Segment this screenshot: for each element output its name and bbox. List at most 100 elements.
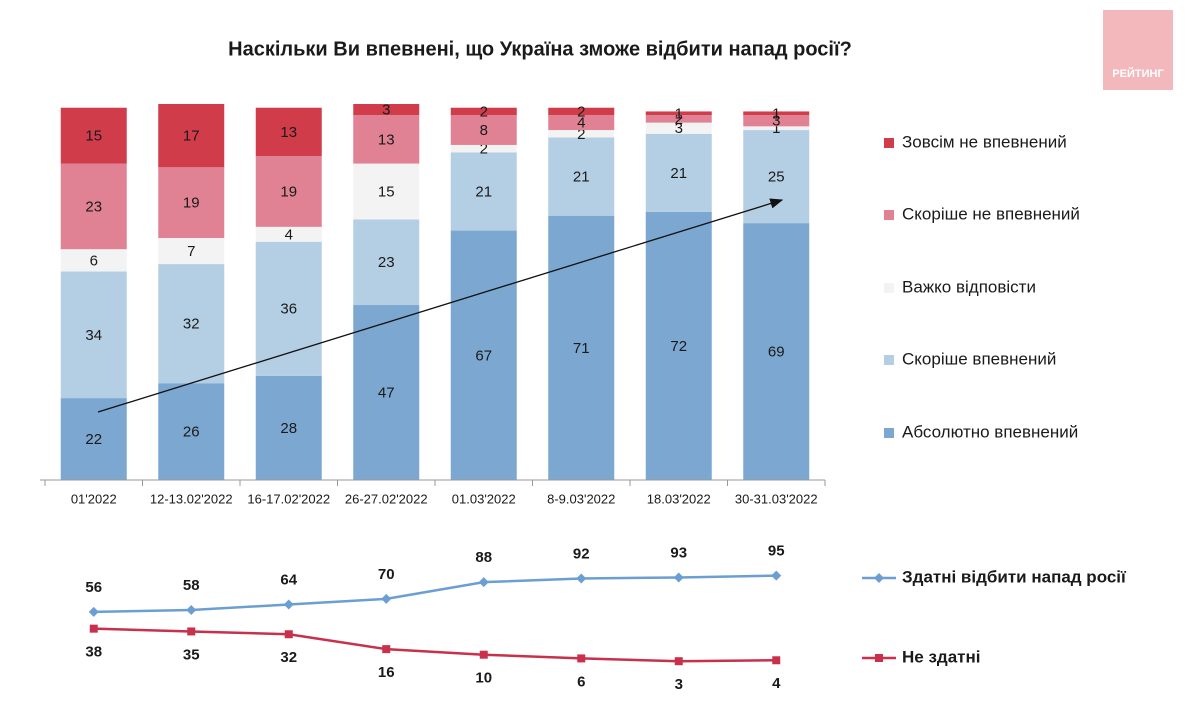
legend-label: Скоріше не впевнений: [902, 204, 1080, 223]
data-label: 10: [475, 670, 492, 687]
data-label: 36: [280, 301, 297, 318]
bar-segment: [255, 375, 322, 480]
x-tick-label: 12-13.02'2022: [150, 491, 233, 506]
data-label: 64: [280, 571, 297, 588]
bar-segment: [645, 133, 712, 212]
line: [93, 627, 777, 663]
bar-segment: [548, 215, 615, 480]
data-label: 67: [475, 347, 492, 364]
data-label: 88: [475, 549, 492, 566]
bar-segment: [548, 130, 615, 138]
data-label: 15: [85, 128, 102, 145]
x-tick-label: 01'2022: [71, 491, 117, 506]
data-label: 15: [378, 183, 395, 200]
data-label: 21: [670, 165, 687, 182]
data-label: 58: [183, 577, 200, 594]
data-label: 71: [573, 340, 590, 357]
bar-segment: [353, 115, 420, 164]
marker: [283, 599, 294, 610]
data-label: 4: [577, 115, 585, 132]
data-label: 2: [480, 103, 488, 120]
data-label: 38: [85, 644, 102, 661]
data-label: 3: [772, 113, 780, 130]
marker: [284, 630, 293, 639]
legend-swatch: [884, 210, 894, 220]
data-label: 1: [675, 105, 683, 122]
data-label: 2: [480, 141, 488, 158]
marker: [478, 577, 489, 588]
data-label: 8: [480, 122, 488, 139]
bar-segment: [450, 152, 517, 231]
data-label: 25: [768, 169, 785, 186]
marker: [772, 656, 781, 665]
bar-segment: [158, 383, 225, 480]
x-tick-label: 30-31.03'2022: [735, 491, 818, 506]
marker: [88, 606, 99, 617]
data-label: 21: [475, 183, 492, 200]
data-label: 56: [85, 579, 102, 596]
x-tick-label: 8-9.03'2022: [547, 491, 615, 506]
x-tick-label: 26-27.02'2022: [345, 491, 428, 506]
legend-swatch: [884, 355, 894, 365]
data-label: 2: [577, 103, 585, 120]
bar-segment: [450, 230, 517, 480]
data-label: 23: [85, 198, 102, 215]
data-label: 35: [183, 646, 200, 663]
legend-label: Не здатні: [902, 647, 980, 666]
data-label: 1: [772, 120, 780, 137]
logo-box: [1103, 10, 1173, 90]
bar-segment: [548, 107, 615, 116]
data-label: 19: [183, 195, 200, 212]
data-label: 23: [378, 254, 395, 271]
data-label: 19: [280, 183, 297, 200]
data-label: 17: [183, 128, 200, 145]
legend-marker: [874, 573, 884, 583]
x-tick-label: 01.03'2022: [452, 491, 516, 506]
bar-segment: [450, 144, 517, 153]
bar-segment: [255, 226, 322, 242]
x-tick-label: 16-17.02'2022: [247, 491, 330, 506]
data-label: 2: [577, 126, 585, 143]
marker: [89, 624, 98, 633]
data-label: 72: [670, 338, 687, 355]
data-label: 26: [183, 424, 200, 441]
bar-segment: [158, 167, 225, 239]
data-label: 1: [772, 105, 780, 122]
bar-segment: [353, 163, 420, 220]
bar-segment: [645, 211, 712, 481]
data-label: 4: [285, 226, 293, 243]
data-label: 3: [382, 102, 390, 119]
bar-segment: [60, 163, 127, 250]
bar-segment: [743, 115, 810, 127]
marker: [674, 657, 683, 666]
legend-swatch: [884, 428, 894, 438]
marker: [381, 593, 392, 604]
marker: [382, 645, 391, 654]
logo: РЕЙТИНГ: [1112, 67, 1164, 80]
bar-segment: [645, 122, 712, 134]
data-label: 13: [280, 124, 297, 141]
legend-swatch: [884, 283, 894, 293]
data-label: 21: [573, 169, 590, 186]
data-label: 32: [280, 649, 297, 666]
data-label: 3: [675, 676, 683, 693]
bar-segment: [353, 305, 420, 480]
marker: [577, 654, 586, 663]
marker: [479, 650, 488, 659]
bar-segment: [645, 111, 712, 116]
data-label: 34: [85, 327, 102, 344]
data-label: 13: [378, 131, 395, 148]
data-label: 70: [378, 566, 395, 583]
data-label: 95: [768, 543, 785, 560]
bar-segment: [353, 104, 420, 116]
bar-segment: [743, 111, 810, 116]
bar-segment: [743, 126, 810, 131]
data-label: 22: [85, 431, 102, 448]
legend-label: Зовсім не впевнений: [902, 132, 1067, 151]
data-label: 3: [675, 120, 683, 137]
legend-label: Скоріше впевнений: [902, 349, 1056, 368]
data-label: 2: [675, 111, 683, 128]
bar-segment: [548, 115, 615, 131]
marker: [187, 627, 196, 636]
bar-segment: [60, 271, 127, 399]
